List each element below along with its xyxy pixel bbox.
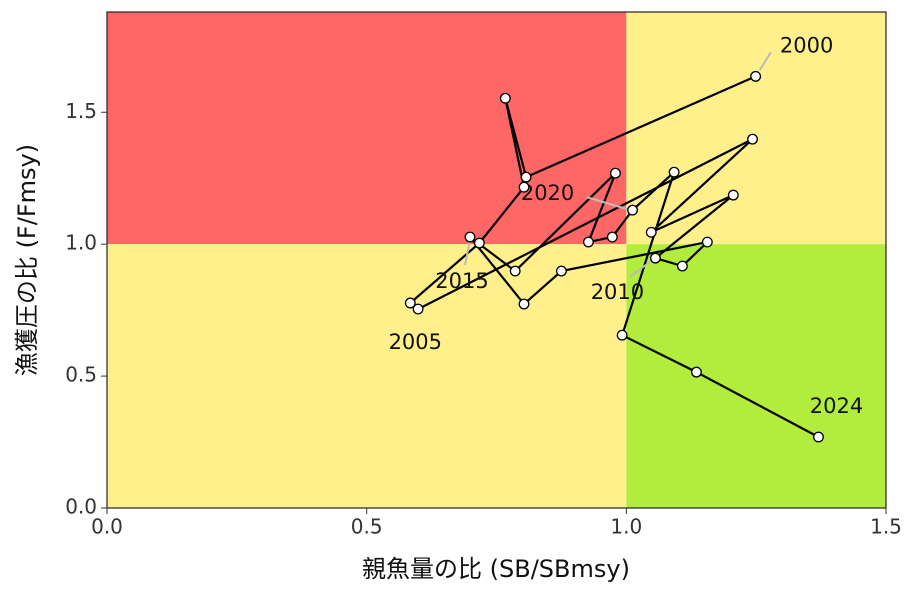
point [555, 265, 567, 277]
leader-line [464, 239, 471, 266]
point [464, 231, 476, 243]
point [509, 265, 521, 277]
point [606, 231, 618, 243]
leader-line [758, 51, 772, 71]
zone [107, 244, 627, 508]
y-axis-label: 漁獲圧の比 (F/Fmsy) [13, 144, 41, 376]
point [627, 204, 639, 216]
y-tick-label: 1.0 [65, 231, 97, 255]
year-label: 2020 [521, 181, 574, 205]
point [727, 189, 739, 201]
point [649, 252, 661, 264]
year-label: 2000 [780, 33, 833, 57]
zone [107, 12, 627, 245]
point [404, 297, 416, 309]
zone [626, 12, 886, 245]
point [609, 167, 621, 179]
point [750, 70, 762, 82]
x-tick-label: 1.5 [870, 515, 902, 539]
point [676, 260, 688, 272]
zone [626, 244, 886, 508]
point [747, 133, 758, 145]
x-axis-label: 親魚量の比 (SB/SBmsy) [362, 555, 630, 583]
y-tick-label: 1.5 [65, 99, 97, 123]
point [499, 92, 511, 104]
point [616, 329, 628, 341]
point [813, 431, 824, 443]
point [518, 181, 530, 193]
year-label: 2015 [435, 269, 488, 293]
year-label: 2005 [389, 330, 442, 354]
leader-line [629, 259, 654, 277]
x-tick-label: 0.0 [91, 515, 123, 539]
point [645, 226, 657, 238]
point [701, 236, 713, 248]
year-label: 2024 [810, 394, 863, 418]
year-label: 2010 [591, 280, 644, 304]
y-tick-label: 0.5 [65, 363, 97, 387]
point [520, 171, 532, 183]
point [690, 366, 702, 378]
point [582, 236, 594, 248]
point [518, 298, 530, 310]
y-tick-label: 0.0 [65, 495, 97, 519]
x-tick-label: 1.0 [610, 515, 642, 539]
point [668, 166, 680, 178]
frame [106, 11, 887, 509]
point [473, 237, 485, 249]
point [412, 303, 424, 315]
x-tick-label: 0.5 [351, 515, 383, 539]
leader-line [586, 196, 631, 212]
